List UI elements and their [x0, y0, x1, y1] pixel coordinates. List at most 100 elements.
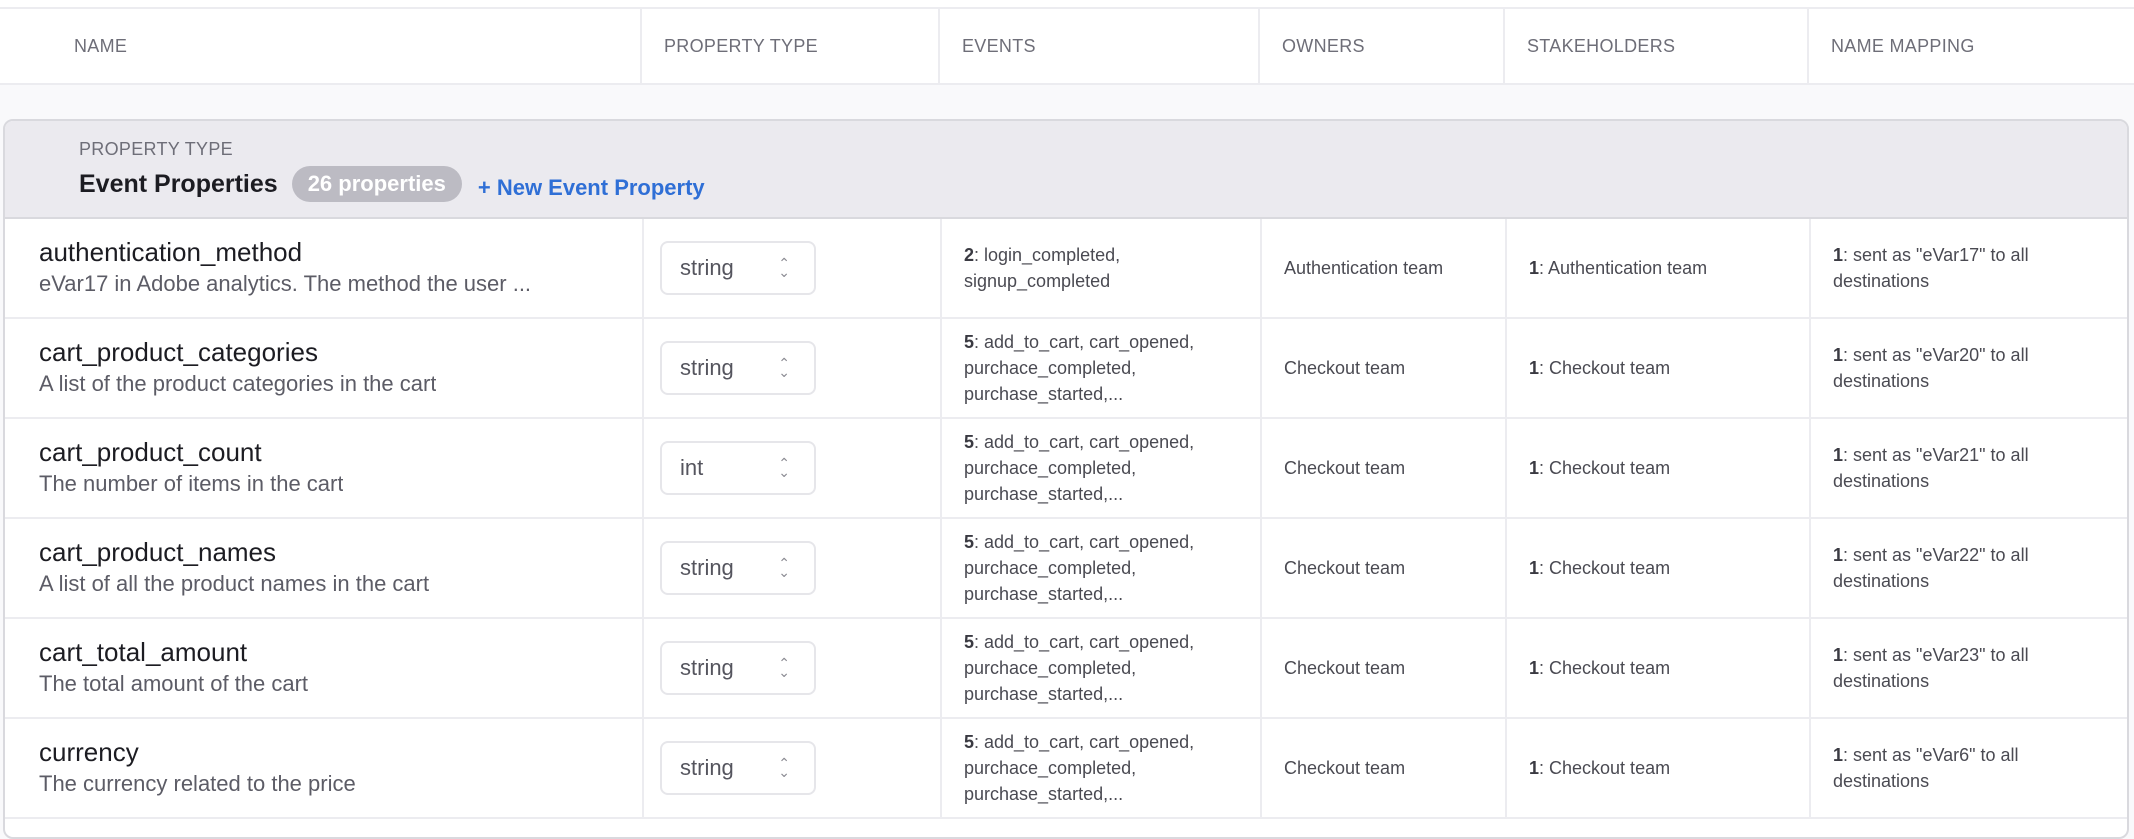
stakeholders-count: 1 [1529, 258, 1540, 278]
property-type-value: int [680, 455, 704, 480]
events-list: : add_to_cart, cart_opened, purchace_com… [964, 432, 1195, 504]
mapping-count: 1 [1833, 245, 1844, 265]
property-description: The currency related to the price [39, 771, 356, 796]
chevron-up-down-icon: ⌃ ⌄ [778, 755, 790, 780]
top-divider [0, 0, 2134, 9]
count-badge: 26 properties [291, 166, 462, 202]
stakeholders-list: : Checkout team [1539, 458, 1671, 478]
table-row[interactable]: currency The currency related to the pri… [5, 719, 2127, 819]
column-header-name-mapping[interactable]: NAME MAPPING [1831, 35, 1975, 56]
owners-cell: Checkout team [1262, 719, 1507, 817]
stakeholders-list: : Authentication team [1539, 258, 1708, 278]
property-type-value: string [680, 255, 734, 280]
table-row[interactable]: cart_product_categories A list of the pr… [5, 319, 2127, 419]
mapping-count: 1 [1833, 545, 1844, 565]
table-row[interactable]: cart_product_names A list of all the pro… [5, 519, 2127, 619]
mapping-count: 1 [1833, 445, 1844, 465]
new-event-property-link[interactable]: + New Event Property [477, 175, 705, 200]
events-count: 5 [964, 732, 975, 752]
name-cell: authentication_method eVar17 in Adobe an… [5, 219, 644, 317]
type-cell: string ⌃ ⌄ [644, 319, 942, 417]
stakeholders-count: 1 [1529, 758, 1540, 778]
group-title: Event Properties [79, 169, 278, 198]
events-count: 5 [964, 632, 975, 652]
property-type-value: string [680, 555, 734, 580]
table-row[interactable]: cart_product_count The number of items i… [5, 419, 2127, 519]
property-type-select[interactable]: string ⌃ ⌄ [660, 541, 816, 595]
property-type-select[interactable]: string ⌃ ⌄ [660, 341, 816, 395]
stakeholders-cell: 1: Checkout team [1507, 619, 1811, 717]
stakeholders-count: 1 [1529, 458, 1540, 478]
events-cell: 5: add_to_cart, cart_opened, purchace_co… [942, 319, 1262, 417]
type-cell: string ⌃ ⌄ [644, 619, 942, 717]
stakeholders-count: 1 [1529, 358, 1540, 378]
stakeholders-cell: 1: Checkout team [1507, 519, 1811, 617]
stakeholders-cell: 1: Checkout team [1507, 319, 1811, 417]
property-description: eVar17 in Adobe analytics. The method th… [39, 271, 532, 296]
group-subtitle: PROPERTY TYPE [79, 139, 233, 159]
property-description: The total amount of the cart [39, 671, 309, 696]
property-group: PROPERTY TYPE Event Properties 26 proper… [3, 119, 2129, 839]
name-cell: cart_total_amount The total amount of th… [5, 619, 644, 717]
stakeholders-cell: 1: Checkout team [1507, 719, 1811, 817]
events-cell: 5: add_to_cart, cart_opened, purchace_co… [942, 419, 1262, 517]
name-mapping-cell: 1: sent as "eVar6" to all destinations [1811, 719, 2127, 817]
table-body: authentication_method eVar17 in Adobe an… [5, 219, 2127, 819]
name-cell: currency The currency related to the pri… [5, 719, 644, 817]
chevron-up-down-icon: ⌃ ⌄ [778, 455, 790, 480]
events-list: : add_to_cart, cart_opened, purchace_com… [964, 532, 1195, 604]
column-header-property-type[interactable]: PROPERTY TYPE [642, 9, 940, 83]
table-row[interactable]: authentication_method eVar17 in Adobe an… [5, 219, 2127, 319]
type-cell: string ⌃ ⌄ [644, 519, 942, 617]
column-header-stakeholders[interactable]: STAKEHOLDERS [1505, 9, 1809, 83]
property-name[interactable]: authentication_method [39, 237, 303, 267]
stakeholders-count: 1 [1529, 558, 1540, 578]
stakeholders-cell: 1: Authentication team [1507, 219, 1811, 317]
name-mapping-cell: 1: sent as "eVar21" to all destinations [1811, 419, 2127, 517]
property-type-select[interactable]: string ⌃ ⌄ [660, 741, 816, 795]
chevron-up-down-icon: ⌃ ⌄ [778, 255, 790, 280]
property-name[interactable]: cart_product_count [39, 437, 262, 467]
events-count: 5 [964, 432, 975, 452]
property-description: A list of all the product names in the c… [39, 571, 430, 596]
property-type-value: string [680, 755, 734, 780]
mapping-text: : sent as "eVar23" to all destinations [1833, 645, 2029, 691]
stakeholders-list: : Checkout team [1539, 358, 1671, 378]
column-header-events[interactable]: EVENTS [940, 9, 1260, 83]
property-name[interactable]: cart_product_names [39, 537, 277, 567]
table-row[interactable]: cart_total_amount The total amount of th… [5, 619, 2127, 719]
mapping-text: : sent as "eVar17" to all destinations [1833, 245, 2029, 291]
name-mapping-cell: 1: sent as "eVar22" to all destinations [1811, 519, 2127, 617]
owners-cell: Checkout team [1262, 619, 1507, 717]
property-description: A list of the product categories in the … [39, 371, 437, 396]
property-name[interactable]: cart_total_amount [39, 637, 248, 667]
stakeholders-cell: 1: Checkout team [1507, 419, 1811, 517]
property-type-select[interactable]: int ⌃ ⌄ [660, 441, 816, 495]
owners-cell: Checkout team [1262, 319, 1507, 417]
name-cell: cart_product_names A list of all the pro… [5, 519, 644, 617]
column-header-name[interactable]: NAME [0, 9, 642, 83]
property-description: The number of items in the cart [39, 471, 344, 496]
type-cell: int ⌃ ⌄ [644, 419, 942, 517]
mapping-text: : sent as "eVar20" to all destinations [1833, 345, 2029, 391]
mapping-text: : sent as "eVar22" to all destinations [1833, 545, 2029, 591]
events-cell: 5: add_to_cart, cart_opened, purchace_co… [942, 619, 1262, 717]
stakeholders-list: : Checkout team [1539, 658, 1671, 678]
name-mapping-cell: 1: sent as "eVar17" to all destinations [1811, 219, 2127, 317]
events-cell: 5: add_to_cart, cart_opened, purchace_co… [942, 719, 1262, 817]
events-cell: 5: add_to_cart, cart_opened, purchace_co… [942, 519, 1262, 617]
stakeholders-list: : Checkout team [1539, 558, 1671, 578]
mapping-count: 1 [1833, 645, 1844, 665]
property-name[interactable]: cart_product_categories [39, 337, 318, 367]
property-type-select[interactable]: string ⌃ ⌄ [660, 641, 816, 695]
type-cell: string ⌃ ⌄ [644, 219, 942, 317]
events-count: 5 [964, 532, 975, 552]
property-name[interactable]: currency [39, 737, 139, 767]
column-header-owners[interactable]: OWNERS [1260, 9, 1505, 83]
property-type-select[interactable]: string ⌃ ⌄ [660, 241, 816, 295]
stakeholders-list: : Checkout team [1539, 758, 1671, 778]
chevron-up-down-icon: ⌃ ⌄ [778, 355, 790, 380]
owners-cell: Authentication team [1262, 219, 1507, 317]
chevron-up-down-icon: ⌃ ⌄ [778, 555, 790, 580]
mapping-count: 1 [1833, 745, 1844, 765]
